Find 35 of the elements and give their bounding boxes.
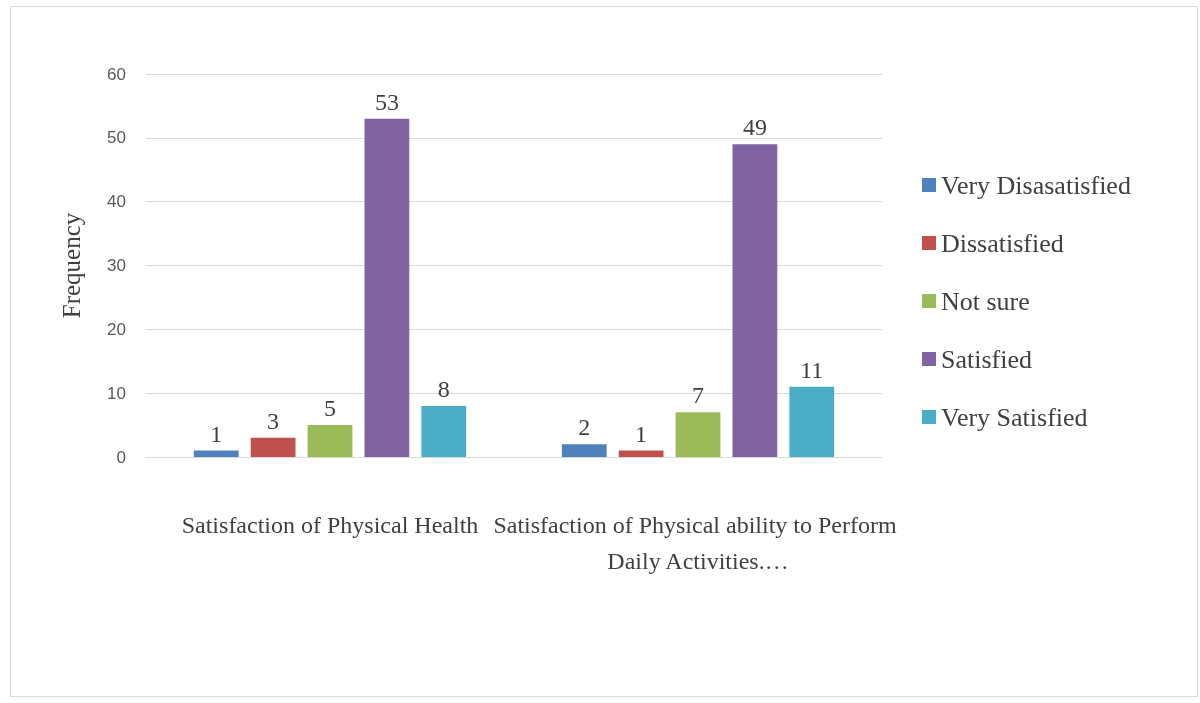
bar <box>675 412 721 457</box>
data-label: 1 <box>635 420 648 447</box>
bar <box>364 118 410 457</box>
y-tick-label: 20 <box>107 319 126 339</box>
legend-label: Very Disasatisfied <box>941 170 1131 200</box>
data-label: 53 <box>374 88 399 115</box>
bar <box>250 437 296 457</box>
bar <box>193 450 239 457</box>
y-tick-label: 0 <box>116 447 126 467</box>
y-tick-label: 40 <box>107 192 126 212</box>
data-label: 3 <box>267 407 280 434</box>
legend-label: Dissatisfied <box>941 228 1064 258</box>
data-label: 8 <box>437 375 450 402</box>
legend-label: Not sure <box>941 286 1030 316</box>
legend-label: Satisfied <box>941 344 1032 374</box>
x-tick-label: Satisfaction of Physical ability to Perform Daily Activities.… <box>493 512 903 574</box>
bar <box>307 425 353 457</box>
x-tick-label: Satisfaction of Physical Health <box>181 512 479 538</box>
bar <box>732 144 778 457</box>
y-tick-label: 50 <box>107 128 126 148</box>
bar <box>421 405 467 457</box>
data-label: 11 <box>800 356 824 383</box>
legend-label: Very Satisfied <box>941 402 1088 432</box>
bar <box>561 444 607 457</box>
data-label: 5 <box>324 395 336 422</box>
bar <box>789 386 835 457</box>
bar <box>618 450 664 457</box>
y-tick-label: 10 <box>107 383 126 403</box>
data-label: 7 <box>692 382 704 409</box>
y-axis-title: Frequency <box>58 212 85 319</box>
data-label: 1 <box>210 420 223 447</box>
y-tick-label: 60 <box>107 64 126 84</box>
y-tick-label: 30 <box>107 256 126 275</box>
data-label: 49 <box>742 114 767 141</box>
data-label: 2 <box>578 414 591 441</box>
